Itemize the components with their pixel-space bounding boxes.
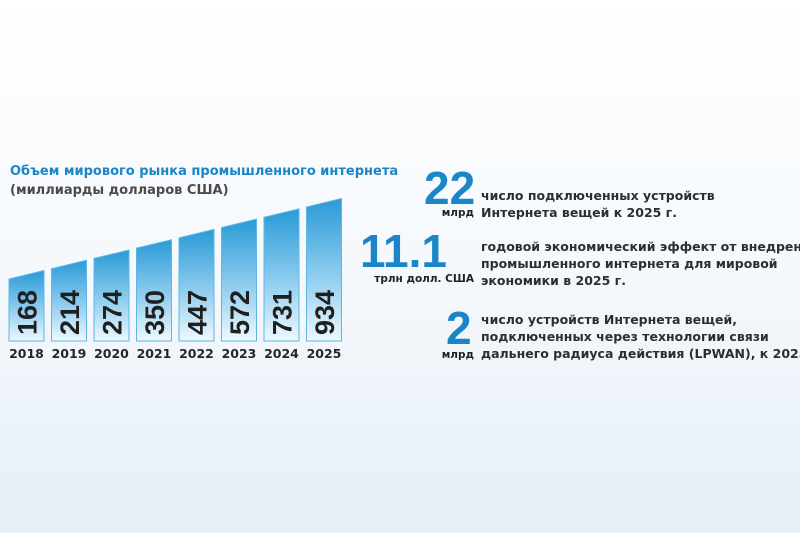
chart-title: Объем мирового рынка промышленного интер… bbox=[10, 164, 399, 179]
stat-description-line: подключенных через технологии связи bbox=[481, 329, 769, 344]
stat-description-line: промышленного интернета для мировой bbox=[481, 256, 778, 271]
bar-2024 bbox=[263, 208, 300, 342]
stat-description-line: Интернета вещей к 2025 г. bbox=[481, 205, 677, 220]
bar-value-label: 168 bbox=[13, 290, 43, 335]
year-label: 2018 bbox=[9, 346, 44, 361]
stat-number: 2 bbox=[446, 302, 472, 354]
bar-chart: 168 2018 214 2019 274 2020 350 2021 447 2022 572 20… bbox=[8, 197, 342, 361]
year-label: 2022 bbox=[179, 346, 214, 361]
stat-description-line: дальнего радиуса действия (LPWAN), к 202… bbox=[481, 346, 800, 361]
stat-description-line: экономики в 2025 г. bbox=[481, 273, 626, 288]
bar-2025 bbox=[306, 197, 342, 342]
year-label: 2019 bbox=[52, 346, 87, 361]
year-label: 2021 bbox=[137, 346, 172, 361]
stat-unit: трлн долл. США bbox=[374, 273, 474, 285]
year-label: 2024 bbox=[264, 346, 299, 361]
bar-2019 bbox=[51, 259, 87, 342]
bar-2022 bbox=[178, 228, 215, 342]
stat-unit: млрд bbox=[441, 207, 474, 219]
stat-number: 22 bbox=[424, 162, 476, 214]
bar-value-label: 214 bbox=[55, 290, 85, 335]
stat-unit: млрд bbox=[441, 349, 474, 361]
year-label: 2023 bbox=[222, 346, 257, 361]
bar-value-label: 934 bbox=[310, 290, 340, 335]
bar-2020 bbox=[93, 249, 130, 342]
bar-value-label: 447 bbox=[183, 290, 213, 335]
stat-number: 11.1 bbox=[360, 225, 447, 277]
stat-description-line: годовой экономический эффект от внедрени… bbox=[481, 239, 800, 254]
stat-description-line: число подключенных устройств bbox=[481, 188, 715, 203]
bar-2023 bbox=[221, 218, 257, 342]
year-label: 2025 bbox=[307, 346, 342, 361]
bar-value-label: 274 bbox=[98, 290, 128, 335]
bar-value-label: 731 bbox=[268, 290, 298, 335]
bar-2021 bbox=[136, 239, 172, 342]
bar-value-label: 350 bbox=[140, 290, 170, 335]
chart-subtitle: (миллиарды долларов США) bbox=[10, 183, 229, 198]
stat-description-line: число устройств Интернета вещей, bbox=[481, 312, 737, 327]
bar-2018 bbox=[8, 269, 45, 342]
year-label: 2020 bbox=[94, 346, 129, 361]
bar-value-label: 572 bbox=[225, 290, 255, 335]
